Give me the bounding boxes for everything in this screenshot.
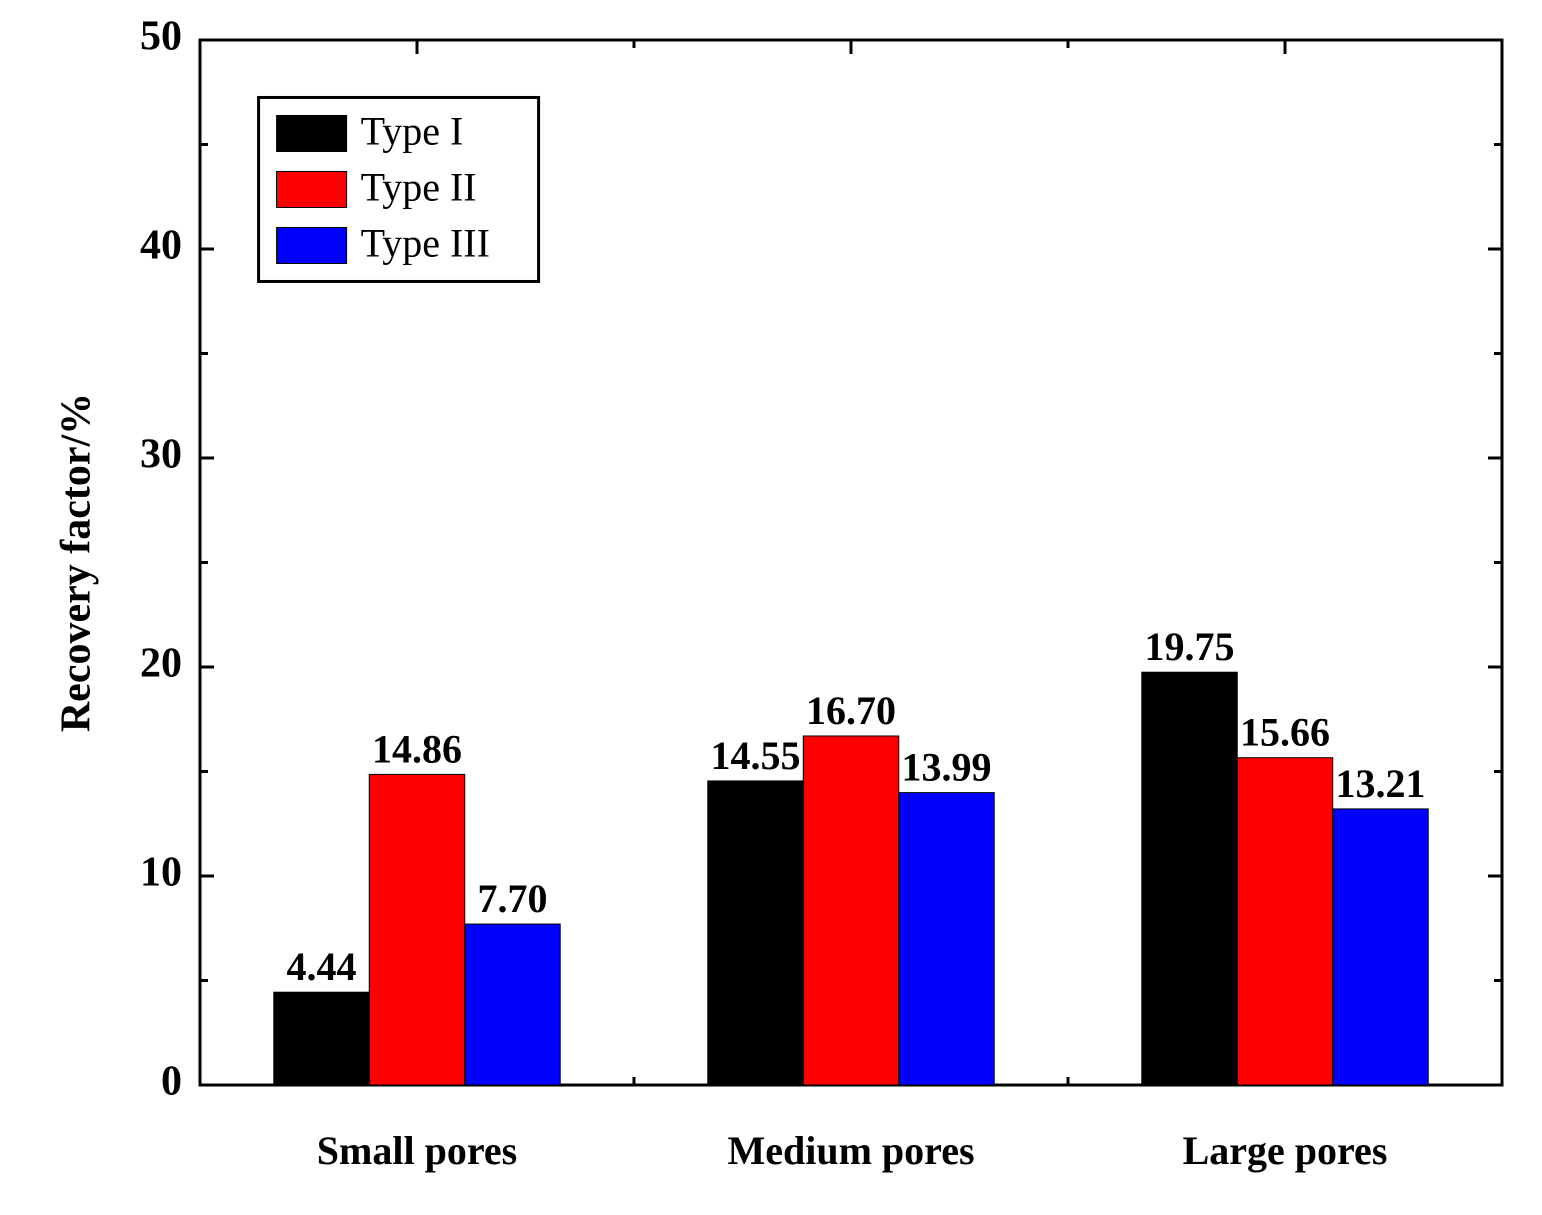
legend-swatch [277,171,347,207]
legend-swatch [277,227,347,263]
ytick-label: 20 [140,641,182,687]
bar-value-label: 13.21 [1335,761,1425,806]
bar [274,992,369,1085]
bar-value-label: 14.55 [711,733,801,778]
bar-value-label: 16.70 [806,688,896,733]
ytick-label: 40 [140,223,182,269]
bar [1142,672,1237,1085]
ytick-label: 30 [140,432,182,478]
bar-value-label: 13.99 [901,745,991,790]
category-label: Medium pores [727,1128,974,1173]
bar-value-label: 4.44 [287,944,357,989]
recovery-factor-bar-chart: 0 10 20 30 40 50 Recovery factor/% Small pores 4… [0,0,1542,1215]
legend-label: Type III [361,221,490,266]
bar-value-label: 14.86 [372,726,462,771]
category-label: Large pores [1183,1128,1388,1173]
category-label: Small pores [317,1128,517,1173]
y-axis-label: Recovery factor/% [54,393,100,732]
ytick-label: 50 [140,14,182,60]
bar [369,774,464,1085]
bar [1237,758,1332,1085]
chart-container: 0 10 20 30 40 50 Recovery factor/% Small pores 4… [0,0,1542,1215]
bar [1333,809,1428,1085]
legend-swatch [277,115,347,151]
bar [708,781,803,1085]
legend-label: Type I [361,109,464,154]
bar-value-label: 19.75 [1145,624,1235,669]
legend-label: Type II [361,165,477,210]
bar-value-label: 15.66 [1240,710,1330,755]
bar-value-label: 7.70 [477,876,547,921]
ytick-label: 10 [140,850,182,896]
bar [465,924,560,1085]
bar [899,793,994,1085]
ytick-label: 0 [161,1059,182,1105]
bar [803,736,898,1085]
